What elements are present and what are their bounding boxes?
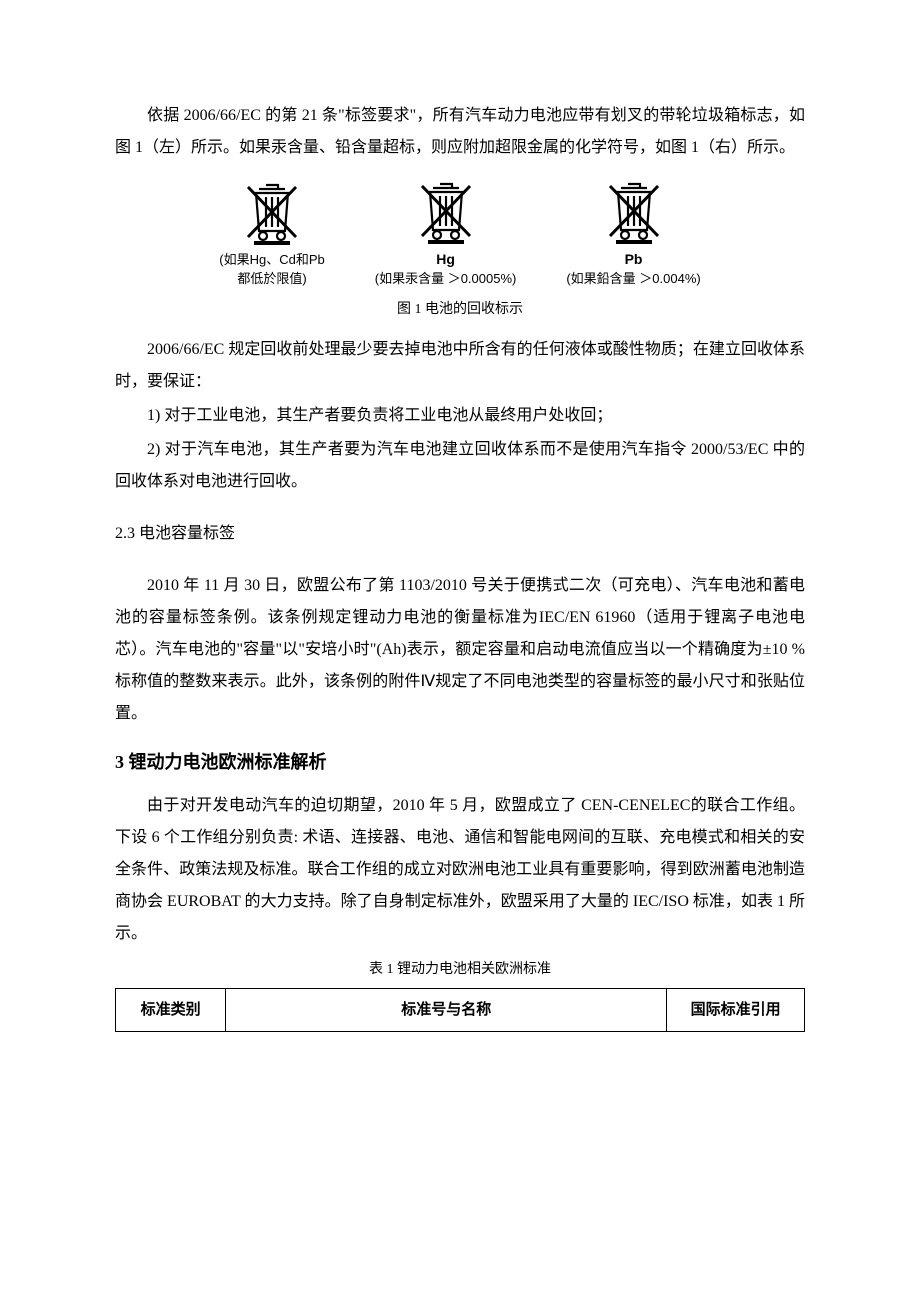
list-item-1: 1) 对于工业电池，其生产者要负责将工业电池从最终用户处收回； xyxy=(115,400,805,432)
table-header-3: 国际标准引用 xyxy=(667,988,805,1031)
section-2-3-heading: 2.3 电池容量标签 xyxy=(115,518,805,550)
figure-1-label-1a: (如果Hg、Cd和Pb xyxy=(219,251,324,269)
figure-1-label-3: (如果鉛含量 ＞0.004%) xyxy=(566,270,700,288)
crossed-bin-icon xyxy=(410,182,482,244)
figure-1-label-2: (如果汞含量 ＞0.0005%) xyxy=(375,270,517,288)
table-header-2: 标准号与名称 xyxy=(226,988,667,1031)
section-3-heading: 3 锂动力电池欧洲标准解析 xyxy=(115,744,805,780)
figure-1-label-1b: 都低於限值) xyxy=(237,270,306,288)
figure-1-item-2: Hg (如果汞含量 ＞0.0005%) xyxy=(375,182,517,288)
figure-1-symbol-hg: Hg xyxy=(436,250,455,270)
figure-1-symbol-pb: Pb xyxy=(625,250,643,270)
table-1-caption: 表 1 锂动力电池相关欧洲标准 xyxy=(115,956,805,984)
figure-1-row: (如果Hg、Cd和Pb 都低於限值) Hg (如果汞含量 ＞0.0005%) xyxy=(115,182,805,288)
figure-1-item-3: Pb (如果鉛含量 ＞0.004%) xyxy=(566,182,700,288)
list-item-2: 2) 对于汽车电池，其生产者要为汽车电池建立回收体系而不是使用汽车指令 2000… xyxy=(115,434,805,498)
paragraph-after-figure: 2006/66/EC 规定回收前处理最少要去掉电池中所含有的任何液体或酸性物质；… xyxy=(115,334,805,398)
crossed-bin-icon xyxy=(598,182,670,244)
intro-paragraph: 依据 2006/66/EC 的第 21 条"标签要求"，所有汽车动力电池应带有划… xyxy=(115,100,805,164)
table-header-1: 标准类别 xyxy=(116,988,226,1031)
section-2-3-paragraph: 2010 年 11 月 30 日，欧盟公布了第 1103/2010 号关于便携式… xyxy=(115,570,805,730)
figure-1-item-1: (如果Hg、Cd和Pb 都低於限值) xyxy=(219,183,324,287)
figure-1-caption: 图 1 电池的回收标示 xyxy=(115,296,805,324)
table-1: 标准类别 标准号与名称 国际标准引用 xyxy=(115,988,805,1032)
section-3-paragraph: 由于对开发电动汽车的迫切期望，2010 年 5 月，欧盟成立了 CEN-CENE… xyxy=(115,790,805,950)
crossed-bin-icon xyxy=(236,183,308,245)
table-header-row: 标准类别 标准号与名称 国际标准引用 xyxy=(116,988,805,1031)
